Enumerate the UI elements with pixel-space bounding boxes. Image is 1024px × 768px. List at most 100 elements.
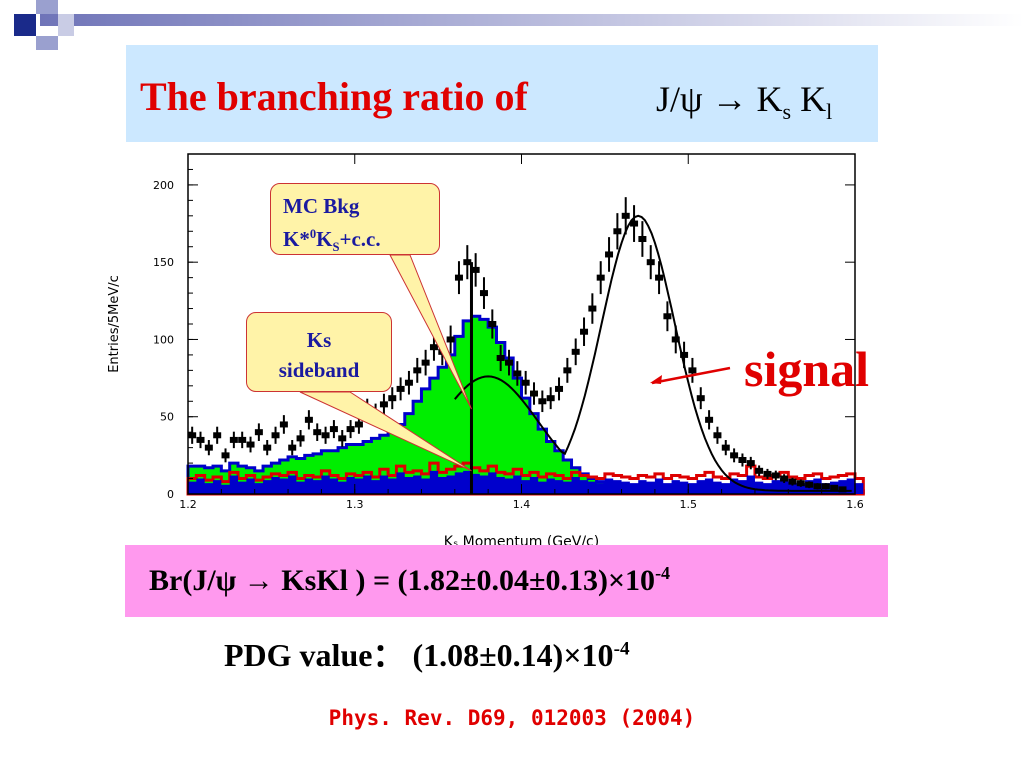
data-point xyxy=(379,401,388,408)
data-point xyxy=(238,436,247,443)
y-tick-label: 200 xyxy=(153,179,174,192)
branching-ratio-result: Br(J/ψ → KsKl ) = (1.82±0.04±0.13)×10-4 xyxy=(149,563,671,597)
signal-arrow-head xyxy=(650,375,662,384)
data-point xyxy=(596,274,605,281)
mc-callout-pointer xyxy=(389,254,472,410)
x-tick-label: 1.5 xyxy=(680,498,698,511)
pdg-value: PDG value： (1.08±0.14)×10-4 xyxy=(224,637,630,673)
data-point xyxy=(830,484,839,491)
title-banner: The branching ratio of J/ψ → Ks Kl xyxy=(126,45,878,142)
ks-sideband-callout: Ks sideband xyxy=(246,312,392,392)
data-point xyxy=(805,481,814,488)
data-point xyxy=(563,367,572,374)
data-point xyxy=(555,385,564,392)
data-point xyxy=(479,290,488,297)
blue-filled-histogram xyxy=(188,470,864,494)
data-point xyxy=(713,432,722,439)
data-point xyxy=(304,416,313,423)
mc-bkg-label: MC Bkg xyxy=(283,194,360,218)
ks-label: Ks xyxy=(306,328,332,352)
data-point xyxy=(730,452,739,459)
data-point xyxy=(638,236,647,242)
data-point xyxy=(354,421,363,428)
data-point xyxy=(588,305,597,312)
data-point xyxy=(396,385,405,392)
y-tick-label: 100 xyxy=(153,333,174,346)
data-point xyxy=(221,452,230,459)
mc-bkg-callout: MC Bkg K*0KS+c.c. xyxy=(270,183,440,255)
data-point xyxy=(446,336,455,343)
data-point xyxy=(404,379,413,386)
data-point xyxy=(413,367,422,374)
data-point xyxy=(546,395,555,402)
data-point xyxy=(813,483,822,490)
data-point xyxy=(605,251,614,258)
ks-callout-pointer xyxy=(299,391,472,472)
data-point xyxy=(738,457,747,463)
data-point xyxy=(763,470,772,477)
data-point xyxy=(513,370,522,377)
data-point xyxy=(671,336,680,343)
data-point xyxy=(788,478,797,485)
data-point xyxy=(488,321,497,327)
mc-bkg-decay: K*0KS+c.c. xyxy=(283,227,381,255)
data-point xyxy=(688,367,697,374)
data-point xyxy=(229,436,238,443)
data-point xyxy=(254,429,263,436)
y-axis-label: Entries/5MeV/c xyxy=(107,275,122,373)
sideband-label: sideband xyxy=(278,358,360,382)
red-histogram xyxy=(186,461,865,496)
data-point xyxy=(821,483,830,490)
data-point xyxy=(613,228,622,235)
data-point xyxy=(755,467,764,474)
slide-title: The branching ratio of xyxy=(140,74,528,119)
data-point xyxy=(696,395,705,402)
data-point xyxy=(279,421,288,428)
data-point xyxy=(530,390,539,397)
data-point xyxy=(571,348,580,355)
data-point xyxy=(705,416,714,423)
data-point xyxy=(471,266,480,273)
data-point xyxy=(496,355,505,361)
data-point xyxy=(421,359,430,366)
data-point xyxy=(838,486,847,493)
data-point xyxy=(321,432,330,439)
y-tick-label: 50 xyxy=(160,411,174,424)
signal-label: signal xyxy=(744,341,870,397)
data-point xyxy=(246,441,255,448)
data-point xyxy=(329,426,338,433)
data-point xyxy=(504,359,513,366)
data-point xyxy=(296,435,305,442)
data-point xyxy=(646,259,655,266)
data-point xyxy=(580,328,589,335)
data-point xyxy=(454,274,463,281)
data-point xyxy=(680,351,689,358)
data-point xyxy=(213,432,222,439)
y-tick-label: 0 xyxy=(167,488,174,501)
data-point xyxy=(313,429,322,436)
signal-arrow-line xyxy=(651,366,731,385)
data-point xyxy=(288,444,297,451)
data-point xyxy=(521,379,530,386)
data-point xyxy=(204,444,213,451)
x-tick-label: 1.6 xyxy=(846,498,864,511)
data-point xyxy=(388,395,397,402)
data-point xyxy=(630,220,639,227)
x-tick-label: 1.4 xyxy=(513,498,531,511)
y-tick-label: 150 xyxy=(153,256,174,269)
data-point xyxy=(771,472,780,479)
data-point xyxy=(796,480,805,487)
data-point xyxy=(429,344,438,351)
data-point xyxy=(196,436,205,443)
data-point xyxy=(746,460,755,467)
data-point xyxy=(538,398,547,405)
data-point xyxy=(721,444,730,451)
result-box: Br(J/ψ → KsKl ) = (1.82±0.04±0.13)×10-4 xyxy=(125,545,888,617)
reference-citation: Phys. Rev. D69, 012003 (2004) xyxy=(328,706,696,730)
data-point xyxy=(338,435,347,442)
decorative-corner-squares xyxy=(14,0,1024,50)
data-point xyxy=(621,212,630,219)
title-formula: J/ψ → Ks Kl xyxy=(656,79,833,125)
data-point xyxy=(463,259,472,266)
